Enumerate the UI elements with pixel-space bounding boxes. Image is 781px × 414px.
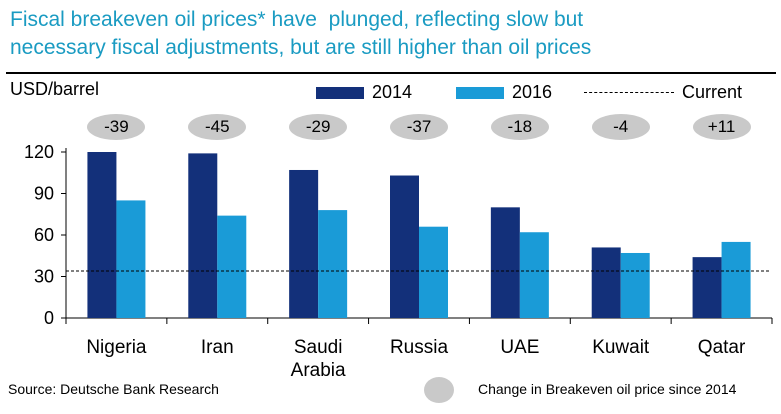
bar-2014-russia [390, 175, 419, 318]
y-axis-label: USD/barrel [10, 79, 100, 99]
legend-swatch-2016 [456, 86, 504, 99]
bar-2016-nigeria [116, 200, 146, 318]
bar-2016-kuwait [620, 252, 650, 318]
title-line-2: necessary fiscal adjustments, but are st… [10, 36, 592, 59]
source-note: Source: Deutsche Bank Research [8, 381, 219, 397]
legend-swatch-current [584, 92, 674, 93]
change-badge: -37 [390, 114, 448, 140]
category-label: Iran [201, 337, 234, 358]
change-badge: -18 [490, 114, 549, 140]
change-badge: +11 [692, 114, 751, 140]
legend-label-current: Current [682, 82, 743, 102]
chart-title: Fiscal breakeven oil prices* have plunge… [10, 6, 780, 62]
legend-item-2016: 2016 [456, 82, 552, 103]
category-label: UAE [500, 337, 539, 358]
bar-2014-nigeria [87, 152, 117, 318]
category-label: Nigeria [86, 337, 147, 358]
category-label: Qatar [698, 337, 746, 358]
bar-2014-qatar [692, 257, 722, 318]
legend-label-2014: 2014 [372, 82, 413, 102]
category-label: Russia [390, 337, 449, 358]
y-tick-label: 90 [34, 184, 54, 204]
bar-2016-russia [419, 226, 448, 318]
bar-2016-iran [217, 215, 247, 318]
legend-label-2016: 2016 [512, 82, 553, 102]
change-badge: -39 [87, 114, 146, 140]
category-label: Kuwait [592, 337, 650, 358]
title-divider [6, 72, 776, 74]
legend-swatch-2014 [316, 86, 364, 99]
bar-2014-kuwait [591, 247, 621, 318]
bar-2014-uae [490, 207, 520, 318]
change-legend-label: Change in Breakeven oil price since 2014 [478, 381, 737, 397]
bar-2014-saudi-arabia [289, 169, 319, 318]
y-tick-label: 0 [44, 308, 54, 328]
category-label: Saudi [294, 337, 343, 358]
category-label: Arabia [291, 360, 346, 381]
title-line-1: Fiscal breakeven oil prices* have plunge… [10, 8, 584, 31]
bar-2014-iran [188, 153, 218, 318]
change-legend-ellipse [424, 377, 454, 403]
change-badge: -29 [289, 114, 348, 140]
change-badge: -4 [591, 114, 650, 140]
y-tick-label: 60 [34, 225, 54, 245]
change-badge: -45 [188, 114, 247, 140]
bar-2016-saudi-arabia [318, 210, 348, 318]
bar-2016-qatar [721, 241, 751, 318]
legend-item-2014: 2014 [316, 82, 412, 103]
legend-item-current: Current [584, 82, 742, 103]
y-tick-label: 30 [34, 267, 54, 287]
bar-2016-uae [519, 232, 549, 318]
y-tick-label: 120 [24, 142, 54, 162]
